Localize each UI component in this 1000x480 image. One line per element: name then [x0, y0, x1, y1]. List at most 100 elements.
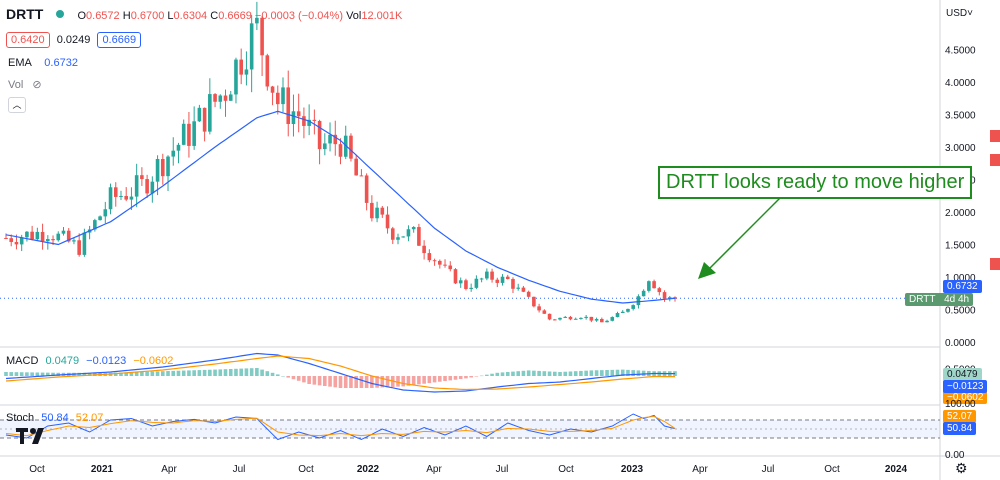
alert-marker-icon[interactable] [990, 154, 1000, 166]
alert-marker-icon[interactable] [990, 130, 1000, 142]
macd-histogram-bar [166, 371, 170, 376]
macd-hist-value: 0.0479 [45, 355, 80, 367]
macd-histogram-bar [192, 370, 196, 376]
price-tick-label: 3.5000 [945, 111, 976, 122]
price-tick-label: 4.0000 [945, 78, 976, 89]
macd-histogram-bar [495, 372, 500, 376]
gear-icon[interactable]: ⚙ [955, 460, 968, 476]
macd-histogram-bar [474, 376, 479, 377]
vol-legend[interactable]: Vol ⊘ [8, 78, 42, 91]
candle-body [448, 265, 453, 270]
collapse-legend-button[interactable]: ︿ [8, 97, 26, 113]
macd-histogram-bar [82, 372, 87, 376]
alert-marker-icon[interactable] [990, 258, 1000, 270]
last-price-value: 0.6732 [947, 281, 978, 292]
candle-body [537, 306, 541, 311]
macd-histogram-bar [605, 370, 609, 376]
macd-histogram-bar [464, 376, 468, 379]
candle-body [323, 143, 327, 150]
candle-body [155, 159, 160, 182]
candle-body [662, 292, 667, 299]
live-dot-icon [56, 10, 65, 18]
annotation-arrow-head [698, 262, 716, 279]
candle-body [66, 230, 71, 242]
bid-ask-row: 0.6420 0.0249 0.6669 [6, 32, 142, 48]
ohlc-low: 0.6304 [173, 10, 208, 22]
bid-price-button[interactable]: 0.6420 [6, 32, 50, 48]
candle-body [568, 316, 573, 320]
candle-body [197, 107, 202, 122]
macd-histogram-bar [87, 372, 92, 376]
macd-histogram-bar [317, 376, 322, 386]
candle-body [286, 87, 291, 124]
macd-histogram-bar [129, 372, 134, 376]
candle-body [281, 87, 285, 105]
macd-histogram-bar [249, 368, 254, 376]
candle-body [521, 287, 526, 292]
macd-histogram-bar [485, 374, 489, 376]
ohlc-close: 0.6669 [218, 10, 252, 22]
eye-hidden-icon[interactable]: ⊘ [32, 79, 42, 91]
macd-histogram-bar [422, 376, 426, 384]
macd-histogram-bar [328, 376, 332, 387]
candle-body [35, 231, 40, 240]
candle-body [72, 240, 76, 242]
candle-body [469, 287, 473, 289]
macd-histogram-bar [453, 376, 458, 380]
ohlc-open-label: O [77, 10, 87, 22]
macd-histogram-bar [343, 376, 348, 388]
candle-body [187, 123, 191, 146]
legend-header: DRTT O0.6572 H0.6700 L0.6304 C0.6669 −0.… [6, 6, 402, 22]
currency-selector[interactable]: USD˅ [946, 8, 973, 19]
annotation-box[interactable]: DRTT looks ready to move higher [658, 166, 973, 199]
candle-body [307, 119, 311, 126]
price-tick-label: 4.5000 [945, 46, 976, 57]
candle-body [552, 319, 557, 321]
macd-histogram-bar [208, 369, 212, 376]
candle-body [579, 317, 583, 319]
macd-histogram-bar [140, 371, 144, 376]
candle-body [600, 318, 604, 323]
candle-body [202, 107, 207, 132]
candle-body [150, 181, 155, 194]
macd-histogram-bar [160, 371, 165, 376]
ema-legend[interactable]: EMA 0.6732 [8, 57, 78, 69]
macd-histogram-bar [307, 376, 311, 384]
macd-signal-line [5, 355, 675, 391]
macd-histogram-bar [500, 372, 505, 376]
candle-body [176, 144, 181, 151]
candle-body [30, 231, 34, 240]
ask-price-button[interactable]: 0.6669 [97, 32, 142, 48]
macd-histogram-bar [270, 372, 275, 376]
candle-body [213, 94, 217, 102]
time-tick-label: 2022 [357, 464, 380, 475]
candle-body [234, 59, 238, 95]
macd-histogram-bar [14, 372, 19, 376]
ohlc-change: −0.0003 (−0.04%) [254, 10, 343, 22]
macd-legend[interactable]: MACD 0.0479 −0.0123 −0.0602 [6, 355, 173, 367]
candle-body [526, 291, 531, 297]
candle-body [495, 279, 500, 283]
symbol-title[interactable]: DRTT [6, 6, 44, 22]
stoch-legend[interactable]: Stoch 50.84 52.07 [6, 412, 103, 424]
time-tick-label: Oct [824, 464, 840, 475]
candle-body [171, 150, 176, 157]
time-tick-label: Jul [233, 464, 246, 475]
time-tick-label: Oct [29, 464, 45, 475]
candle-body [265, 55, 270, 87]
annotation-arrow [698, 193, 785, 279]
candle-body [228, 94, 233, 101]
macd-histogram-bar [234, 368, 238, 376]
candle-body [302, 116, 306, 126]
candle-body [239, 59, 243, 75]
candle-body [641, 290, 646, 297]
candle-body [547, 313, 552, 320]
candle-body [124, 195, 129, 200]
macd-histogram-bar [202, 369, 207, 376]
candle-body [584, 316, 588, 318]
candle-body [396, 237, 400, 240]
macd-histogram-bar [354, 376, 358, 388]
macd-histogram-bar [443, 376, 447, 382]
candle-body [166, 156, 170, 177]
